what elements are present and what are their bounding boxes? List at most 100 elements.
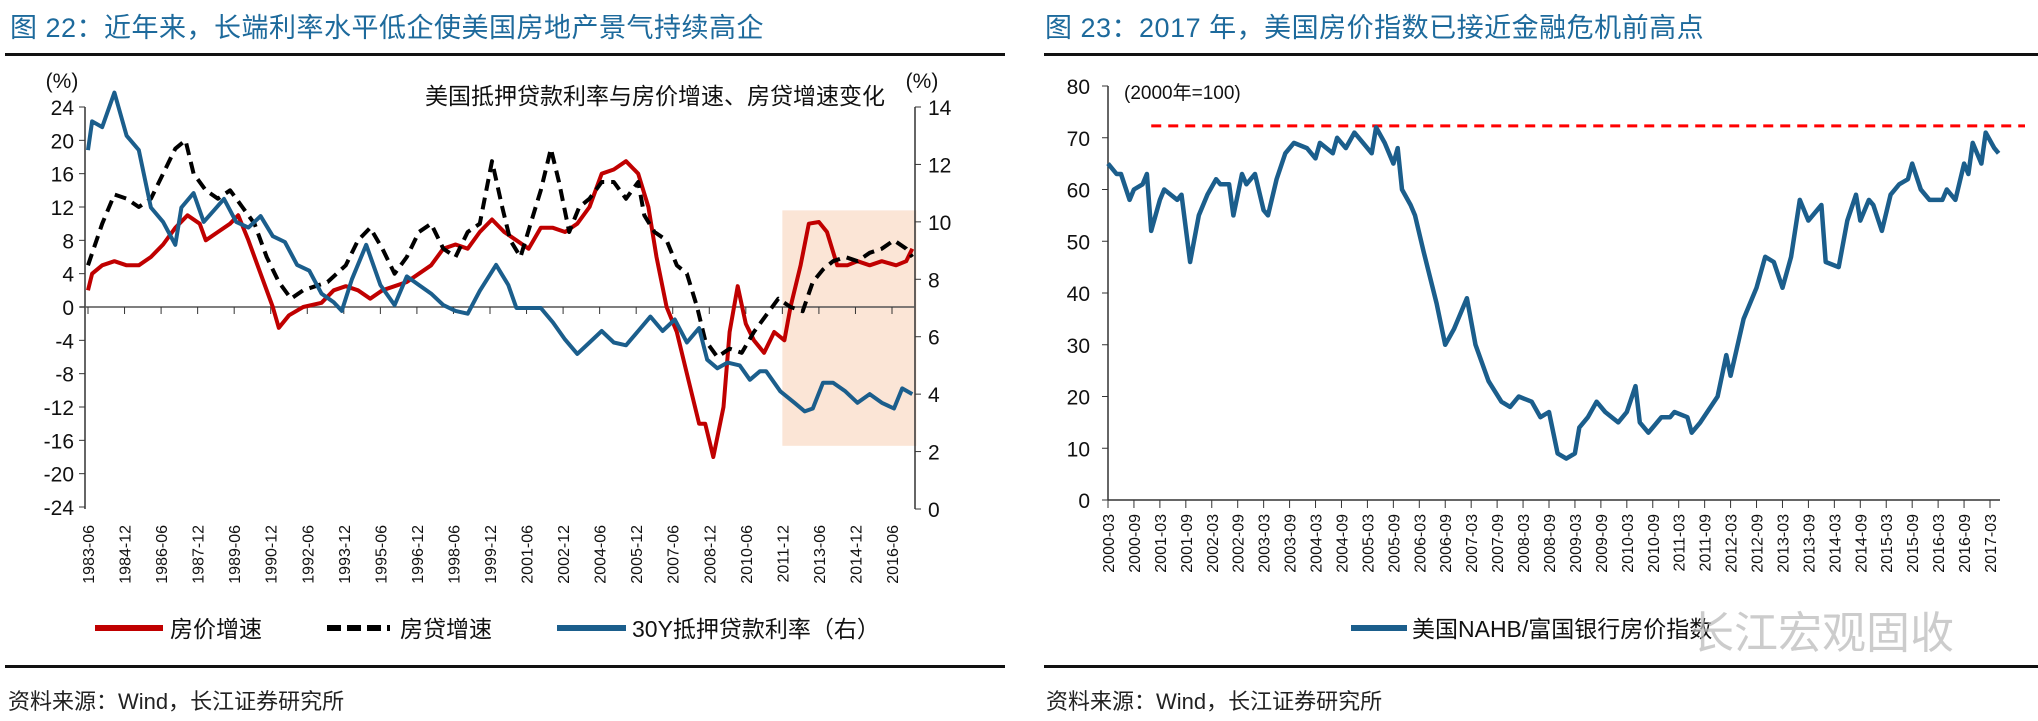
- left-figure-title: 图 22：近年来，长端利率水平低企使美国房地产景气持续高企: [10, 13, 765, 43]
- right-y-tick-label: 6: [928, 327, 940, 350]
- right-chart-x-tick-label: 2008-03: [1516, 514, 1533, 573]
- right-y-axis-unit: (%): [906, 70, 939, 93]
- left-x-tick-label: 1986-06: [154, 525, 171, 584]
- right-y-tick-label: 10: [928, 212, 951, 235]
- right-y-tick-label: 12: [928, 154, 951, 177]
- left-y-tick-label: 24: [51, 97, 75, 120]
- left-y-tick-label: 4: [62, 264, 74, 287]
- right-chart-x-tick-label: 2011-03: [1672, 514, 1689, 572]
- left-y-tick-label: -12: [44, 397, 74, 420]
- left-x-tick-label: 1998-06: [446, 525, 463, 584]
- nahb-house-price-index-line: [1106, 125, 2001, 461]
- right-chart-x-tick-label: 2016-09: [1957, 514, 1974, 573]
- right-chart-x-tick-label: 2014-03: [1827, 514, 1844, 573]
- right-chart-x-tick-label: 2004-03: [1309, 514, 1326, 573]
- legend-label-mortgage-debt: 房贷增速: [400, 616, 492, 642]
- left-x-tick-label: 1992-06: [300, 525, 317, 584]
- left-y-tick-label: -16: [44, 430, 74, 453]
- index-base-annotation: (2000年=100): [1124, 82, 1241, 104]
- right-chart-x-tick-label: 2003-03: [1257, 514, 1274, 573]
- left-chart-title: 美国抵押贷款利率与房价增速、房贷增速变化: [425, 83, 885, 109]
- right-chart-x-tick-label: 2002-03: [1205, 514, 1222, 573]
- left-x-tick-label: 1984-12: [118, 525, 135, 584]
- left-y-tick-label: 0: [62, 297, 74, 320]
- right-chart-x-tick-label: 2002-09: [1231, 514, 1248, 573]
- right-chart-x-tick-label: 2007-03: [1464, 514, 1481, 573]
- mortgage-rate-30y-line: [86, 90, 914, 414]
- left-x-tick-label: 1987-12: [191, 525, 208, 584]
- right-chart-x-tick-label: 2010-03: [1620, 514, 1637, 573]
- right-chart-x-tick-label: 2001-03: [1153, 514, 1170, 573]
- right-chart-x-tick-label: 2009-09: [1594, 514, 1611, 573]
- left-x-tick-label: 2001-06: [520, 525, 537, 584]
- legend-label-house-price: 房价增速: [170, 616, 262, 642]
- right-chart-x-tick-label: 2000-09: [1127, 514, 1144, 573]
- right-legend: 美国NAHB/富国银行房价指数: [1351, 616, 1712, 642]
- left-y-tick-label: -20: [44, 464, 74, 487]
- left-y-tick-label: 12: [51, 197, 74, 220]
- left-x-tick-label: 2016-06: [885, 525, 902, 584]
- right-chart: (2000年=100) 0 10 20 30 40 50 60 70 80 2000-03 2000…: [1067, 76, 2025, 658]
- legend-label-nahb-index: 美国NAHB/富国银行房价指数: [1412, 616, 1712, 642]
- right-chart-y-tick-label: 80: [1067, 76, 1090, 99]
- right-chart-x-tick-label: 2015-03: [1879, 514, 1896, 573]
- right-chart-x-tick-label: 2013-09: [1801, 514, 1818, 573]
- left-x-tick-label: 1989-06: [227, 525, 244, 584]
- right-chart-x-tick-label: 2000-03: [1101, 514, 1118, 573]
- right-chart-x-tick-label: 2006-09: [1438, 514, 1455, 573]
- left-x-tick-label: 1993-12: [337, 525, 354, 584]
- right-chart-x-tick-label: 2012-09: [1750, 514, 1767, 573]
- left-x-tick-label: 1990-12: [264, 525, 281, 584]
- left-x-tick-label: 2002-12: [556, 525, 573, 584]
- right-chart-x-tick-label: 2014-09: [1853, 514, 1870, 573]
- left-x-tick-label: 1996-12: [410, 525, 427, 584]
- left-y-axis-unit: (%): [46, 70, 79, 93]
- right-chart-y-tick-label: 10: [1067, 438, 1090, 461]
- left-y-tick-label: 20: [51, 130, 74, 153]
- right-chart-x-tick-label: 2015-09: [1905, 514, 1922, 573]
- right-title-divider: [1044, 53, 2038, 56]
- left-y-tick-label: -24: [44, 497, 75, 520]
- left-legend: 房价增速 房贷增速 30Y抵押贷款利率（右）: [95, 616, 880, 642]
- right-chart-x-tick-label: 2004-09: [1334, 514, 1351, 573]
- right-chart-y-tick-label: 30: [1067, 335, 1090, 358]
- right-chart-x-tick-label: 2003-09: [1283, 514, 1300, 573]
- left-y-tick-label: 16: [51, 164, 74, 187]
- left-x-tick-label: 1983-06: [81, 525, 98, 584]
- mortgage-debt-growth-line: [86, 138, 914, 359]
- watermark: 长江宏观固收: [1690, 609, 1954, 658]
- right-chart-x-tick-label: 2017-03: [1983, 514, 2000, 573]
- right-chart-x-tick-label: 2009-03: [1568, 514, 1585, 573]
- legend-label-mortgage-rate: 30Y抵押贷款利率（右）: [632, 616, 880, 642]
- right-chart-x-tick-label: 2007-09: [1490, 514, 1507, 573]
- left-x-tick-label: 2011-12: [775, 525, 792, 583]
- right-chart-x-tick-label: 2012-03: [1724, 514, 1741, 573]
- right-figure-title: 图 23：2017 年，美国房价指数已接近金融危机前高点: [1045, 13, 1705, 43]
- right-y-tick-label: 8: [928, 269, 940, 292]
- right-chart-x-tick-label: 2005-09: [1386, 514, 1403, 573]
- right-chart-x-tick-label: 2001-09: [1179, 514, 1196, 573]
- right-chart-x-tick-label: 2006-03: [1412, 514, 1429, 573]
- right-chart-y-tick-label: 0: [1078, 490, 1090, 513]
- right-chart-x-tick-label: 2013-03: [1775, 514, 1792, 573]
- right-source-note: 资料来源：Wind，长江证券研究所: [1046, 689, 1383, 714]
- left-x-tick-label: 2013-06: [812, 525, 829, 584]
- house-price-growth-line: [86, 159, 915, 459]
- left-x-tick-label: 2014-12: [848, 525, 865, 584]
- right-footer-divider: [1044, 665, 2038, 668]
- left-chart: 美国抵押贷款利率与房价增速、房贷增速变化 (%) (%) -24 -20 -16 -1…: [44, 70, 952, 642]
- right-chart-x-tick-label: 2008-09: [1542, 514, 1559, 573]
- left-footer-divider: [5, 665, 1005, 668]
- right-chart-y-tick-label: 50: [1067, 231, 1090, 254]
- left-x-tick-label: 2008-12: [702, 525, 719, 584]
- right-chart-y-tick-label: 70: [1067, 128, 1090, 151]
- right-chart-x-tick-label: 2010-09: [1646, 514, 1663, 573]
- right-chart-x-tick-label: 2016-03: [1931, 514, 1948, 573]
- left-source-note: 资料来源：Wind，长江证券研究所: [8, 689, 345, 714]
- left-x-tick-label: 1995-06: [373, 525, 390, 584]
- left-x-tick-label: 1999-12: [483, 525, 500, 584]
- right-y-tick-label: 14: [928, 97, 952, 120]
- left-x-tick-label: 2010-06: [739, 525, 756, 584]
- left-x-tick-label: 2007-06: [666, 525, 683, 584]
